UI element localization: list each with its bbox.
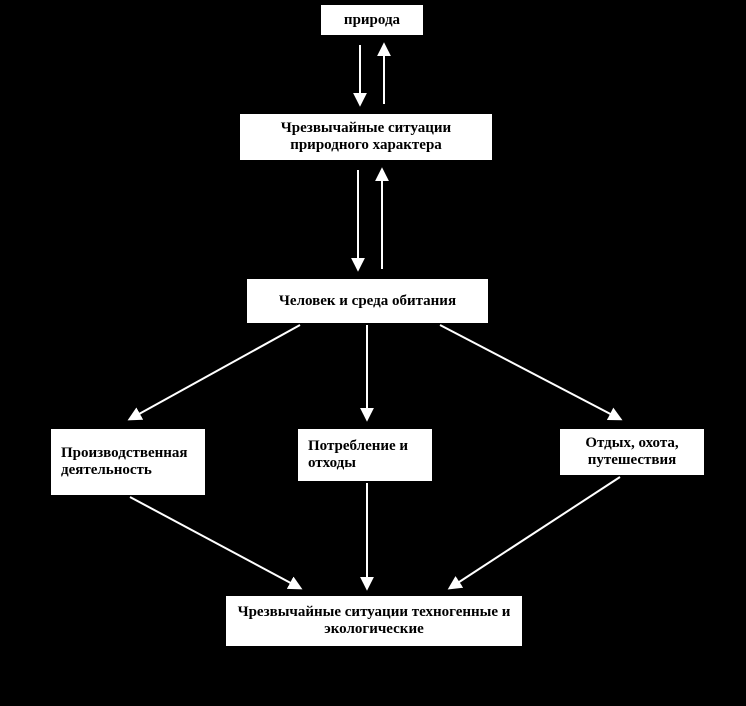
node-human-env: Человек и среда обитания (245, 277, 490, 325)
node-tech-es-label: Чрезвычайные ситуации техногенные и экол… (236, 604, 512, 638)
node-leisure-label: Отдых, охота, путешествия (570, 435, 694, 469)
node-natural-es: Чрезвычайные ситуации природного характе… (238, 112, 494, 162)
node-nature: природа (319, 3, 425, 37)
node-leisure: Отдых, охота, путешествия (558, 427, 706, 477)
node-natural-es-label: Чрезвычайные ситуации природного характе… (250, 120, 482, 154)
node-nature-label: природа (344, 12, 400, 29)
node-production: Производственная деятельность (49, 427, 207, 497)
node-tech-es: Чрезвычайные ситуации техногенные и экол… (224, 594, 524, 648)
node-human-env-label: Человек и среда обитания (279, 293, 456, 310)
node-consume: Потребление и отходы (296, 427, 434, 483)
node-consume-label: Потребление и отходы (308, 438, 422, 472)
node-production-label: Производственная деятельность (61, 445, 195, 479)
